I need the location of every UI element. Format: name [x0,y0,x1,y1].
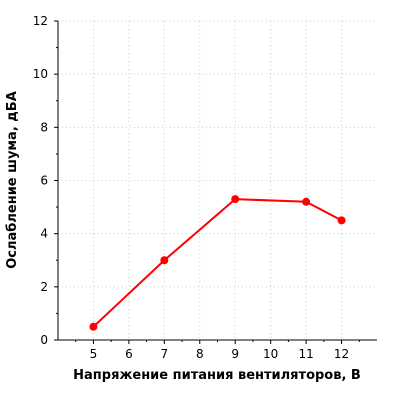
grid-lines [58,20,377,340]
y-axis-title: Ослабление шума, дБА [5,91,20,269]
x-tick-label: 6 [125,347,133,361]
y-tick-label: 6 [40,174,48,188]
data-point [302,197,311,206]
data-point [89,322,98,331]
y-tick-label: 12 [33,14,48,28]
axis-ticks: 5 6 7 8 9 10 11 12 0 2 4 6 8 10 12 [33,14,360,361]
x-axis-title: Напряжение питания вентиляторов, В [73,368,361,383]
x-tick-label: 7 [161,347,169,361]
y-tick-label: 0 [40,333,48,347]
y-tick-label: 8 [40,120,48,134]
x-tick-label: 8 [196,347,204,361]
x-tick-label: 11 [298,347,313,361]
axes [57,21,377,341]
x-tick-label: 9 [231,347,239,361]
y-tick-label: 10 [33,67,48,81]
x-tick-label: 10 [263,347,278,361]
data-point [160,256,169,265]
y-tick-label: 2 [40,280,48,294]
data-point [337,216,346,225]
data-series [89,195,346,331]
x-tick-label: 5 [90,347,98,361]
x-tick-label: 12 [334,347,349,361]
series-line [92,198,343,328]
data-point [231,195,240,204]
y-tick-label: 4 [40,227,48,241]
